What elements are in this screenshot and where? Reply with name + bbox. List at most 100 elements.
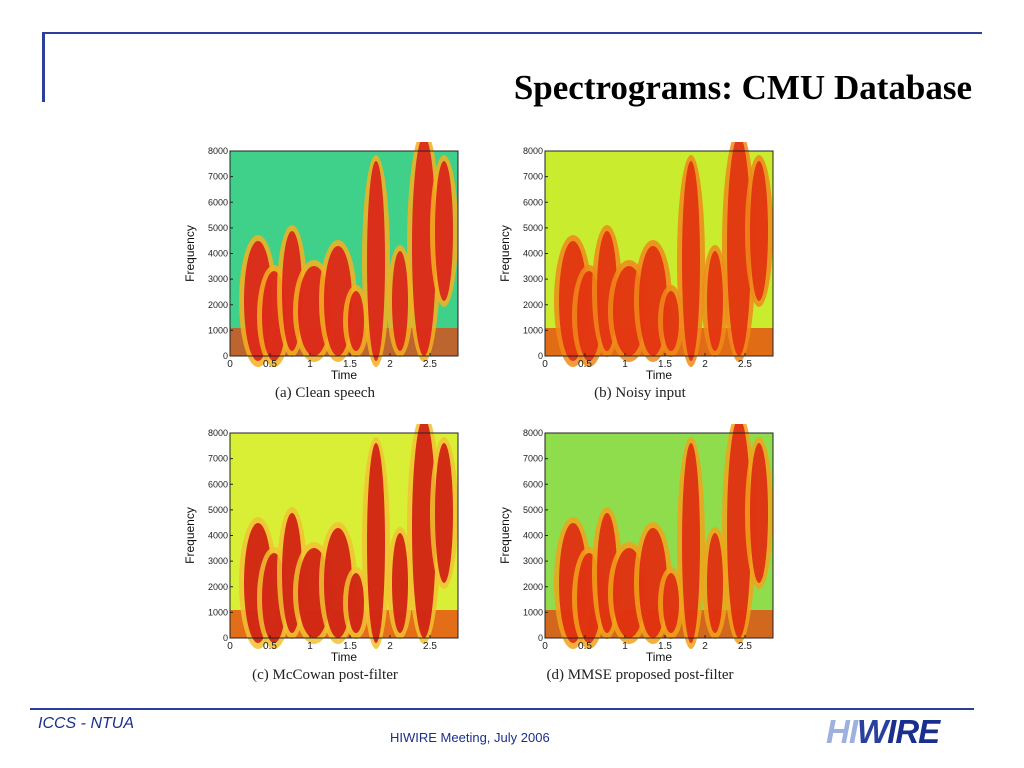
logo-part-w: W xyxy=(857,713,888,750)
y-tick-label: 6000 xyxy=(208,479,228,489)
spectrogram-energy-blob xyxy=(367,443,385,643)
spectrogram-energy-blob xyxy=(392,533,408,633)
y-axis-label: Frequency xyxy=(498,507,512,564)
y-tick-label: 1000 xyxy=(523,325,543,335)
spectrogram-energy-blob xyxy=(682,161,700,361)
y-tick-label: 3000 xyxy=(523,556,543,566)
spectrogram-energy-blob xyxy=(750,161,768,301)
x-tick-label: 1.5 xyxy=(343,641,357,652)
spectrogram-panel-noisy: 0 0.5 1 1.5 2 2.5 0 1000 2000 3000 4000 5000 6000 700… xyxy=(495,142,785,422)
spectrogram-panel-mccowan: 0 0.5 1 1.5 2 2.5 0 1000 2000 3000 4000 5000 6000 700… xyxy=(180,424,470,704)
x-tick-label: 2 xyxy=(387,359,393,370)
title-frame-left-line xyxy=(42,32,45,102)
spectrogram-energy-blob xyxy=(435,443,453,583)
y-tick-label: 1000 xyxy=(208,607,228,617)
y-tick-label: 6000 xyxy=(523,479,543,489)
chart-caption: (b) Noisy input xyxy=(594,385,686,401)
x-tick-label: 0 xyxy=(542,359,548,370)
title-frame-top-line xyxy=(42,32,982,34)
y-tick-label: 7000 xyxy=(523,454,543,464)
x-tick-label: 1 xyxy=(622,359,628,370)
y-tick-label: 6000 xyxy=(523,197,543,207)
spectrogram-energy-blob xyxy=(727,142,751,356)
y-tick-label: 7000 xyxy=(208,172,228,182)
y-tick-label: 2000 xyxy=(208,300,228,310)
x-axis-label: Time xyxy=(646,650,673,664)
y-tick-label: 1000 xyxy=(208,325,228,335)
slide-title: Spectrograms: CMU Database xyxy=(513,68,972,107)
y-tick-label: 5000 xyxy=(208,505,228,515)
spectrogram-energy-blob xyxy=(663,291,679,351)
footer-organization: ICCS - NTUA xyxy=(38,715,134,732)
x-tick-label: 2 xyxy=(702,641,708,652)
y-tick-label: 0 xyxy=(223,633,228,643)
y-tick-label: 1000 xyxy=(523,607,543,617)
spectrogram-energy-blob xyxy=(367,161,385,361)
spectrogram-chart: 0 0.5 1 1.5 2 2.5 0 1000 2000 3000 4000 5000 6000 700… xyxy=(498,142,774,382)
chart-caption: (d) MMSE proposed post-filter xyxy=(546,667,734,683)
y-tick-label: 3000 xyxy=(208,274,228,284)
y-tick-label: 8000 xyxy=(523,428,543,438)
x-tick-label: 1 xyxy=(307,359,313,370)
spectrogram-energy-blob xyxy=(707,251,723,351)
x-axis-label: Time xyxy=(646,368,673,382)
x-tick-label: 0.5 xyxy=(263,641,277,652)
y-tick-label: 4000 xyxy=(523,249,543,259)
y-tick-label: 0 xyxy=(223,351,228,361)
x-tick-label: 2 xyxy=(702,359,708,370)
y-tick-label: 8000 xyxy=(208,428,228,438)
y-tick-label: 4000 xyxy=(208,531,228,541)
spectrogram-chart: 0 0.5 1 1.5 2 2.5 0 1000 2000 3000 4000 5000 6000 700… xyxy=(183,424,459,664)
x-axis-label: Time xyxy=(331,650,358,664)
y-axis-label: Frequency xyxy=(498,225,512,282)
x-tick-label: 2.5 xyxy=(738,641,752,652)
y-tick-label: 0 xyxy=(538,351,543,361)
x-tick-label: 0 xyxy=(542,641,548,652)
spectrogram-energy-blob xyxy=(682,443,700,643)
x-tick-label: 1.5 xyxy=(658,359,672,370)
x-tick-label: 0 xyxy=(227,359,233,370)
y-tick-label: 7000 xyxy=(523,172,543,182)
footer-meeting-info: HIWIRE Meeting, July 2006 xyxy=(390,730,550,745)
spectrogram-panel-mmse: 0 0.5 1 1.5 2 2.5 0 1000 2000 3000 4000 5000 6000 700… xyxy=(495,424,785,704)
y-tick-label: 3000 xyxy=(208,556,228,566)
y-tick-label: 3000 xyxy=(523,274,543,284)
y-tick-label: 5000 xyxy=(208,223,228,233)
x-tick-label: 2.5 xyxy=(738,359,752,370)
x-tick-label: 0.5 xyxy=(578,641,592,652)
y-tick-label: 4000 xyxy=(523,531,543,541)
chart-caption: (c) McCowan post-filter xyxy=(252,667,398,683)
y-tick-label: 2000 xyxy=(523,582,543,592)
x-tick-label: 0.5 xyxy=(578,359,592,370)
x-tick-label: 1.5 xyxy=(343,359,357,370)
x-tick-label: 1 xyxy=(622,641,628,652)
spectrogram-energy-blob xyxy=(727,424,751,638)
y-tick-label: 4000 xyxy=(208,249,228,259)
footer-divider xyxy=(30,708,974,710)
spectrogram-energy-blob xyxy=(663,573,679,633)
x-tick-label: 1 xyxy=(307,641,313,652)
x-tick-label: 0.5 xyxy=(263,359,277,370)
spectrogram-energy-blob xyxy=(707,533,723,633)
spectrogram-chart: 0 0.5 1 1.5 2 2.5 0 1000 2000 3000 4000 5000 6000 700… xyxy=(498,424,774,664)
y-tick-label: 8000 xyxy=(208,146,228,156)
x-tick-label: 2.5 xyxy=(423,641,437,652)
x-tick-label: 0 xyxy=(227,641,233,652)
spectrogram-energy-blob xyxy=(348,573,364,633)
chart-caption: (a) Clean speech xyxy=(275,385,375,401)
y-tick-label: 7000 xyxy=(208,454,228,464)
spectrogram-energy-blob xyxy=(348,291,364,351)
logo-part-ire: IRE xyxy=(887,713,940,750)
logo-part-hi: HI xyxy=(826,713,858,750)
y-tick-label: 5000 xyxy=(523,505,543,515)
spectrogram-energy-blob xyxy=(412,142,436,356)
x-tick-label: 1.5 xyxy=(658,641,672,652)
y-tick-label: 2000 xyxy=(208,582,228,592)
spectrogram-energy-blob xyxy=(750,443,768,583)
spectrogram-energy-blob xyxy=(412,424,436,638)
spectrogram-energy-blob xyxy=(435,161,453,301)
hiwire-logo: HIWIRE xyxy=(826,713,940,751)
x-tick-label: 2 xyxy=(387,641,393,652)
y-tick-label: 8000 xyxy=(523,146,543,156)
spectrogram-panel-clean: 0 0.5 1 1.5 2 2.5 0 1000 2000 3000 4000 5000 6000 700… xyxy=(180,142,470,422)
